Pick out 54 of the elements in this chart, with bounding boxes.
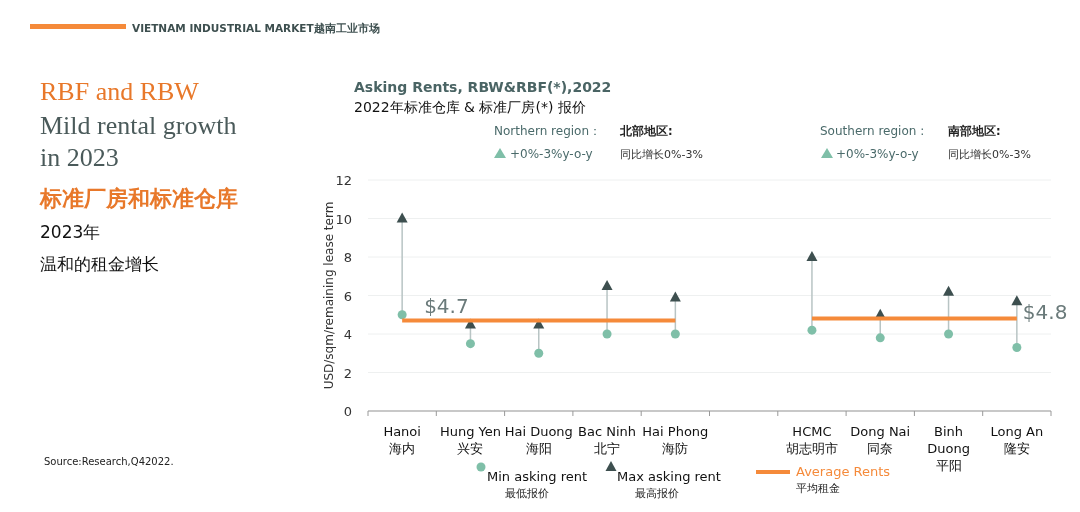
text: 温和的租金增长: [40, 254, 159, 274]
x-tick-label: Hai Phong 海防: [642, 424, 709, 456]
x-tick-label: Binh Duong 平阳: [927, 424, 970, 473]
y-axis-title: USD/sqm/remaining lease term: [322, 201, 336, 390]
text: Southern region :: [820, 124, 925, 138]
x-tick-label: Long An 隆安: [990, 424, 1044, 456]
chart-title: Asking Rents, RBW&RBF(*),2022: [354, 79, 612, 95]
annotation: $4.8: [1022, 299, 1068, 324]
annotation: $4.7: [424, 293, 469, 318]
y-tick-label: 10: [335, 211, 352, 227]
y-tick-label: 0: [343, 404, 352, 419]
x-tick-label: HCMC 胡志明市: [785, 424, 838, 456]
point: [1012, 342, 1022, 352]
point: [944, 329, 954, 339]
text: Average Rents 平均租金: [796, 464, 891, 495]
point: [670, 329, 680, 339]
text: 同比增长0%-3%: [620, 148, 703, 161]
text: 北部地区:: [619, 124, 673, 138]
point: [601, 279, 613, 290]
x-tick-label: Dong Nai 同奈: [850, 424, 911, 456]
point: [396, 212, 408, 223]
point: [602, 329, 612, 339]
text: +0%-3%y-o-y: [836, 147, 919, 161]
x-tick-label: Hung Yen 兴安: [439, 424, 501, 456]
point: [669, 291, 681, 302]
legend-label: Max asking rent 最高报价: [617, 469, 721, 500]
text: Northern region：: [494, 124, 602, 138]
text: +0%-3%y-o-y: [510, 147, 593, 161]
source-note: Source:Research,Q42022.: [44, 456, 174, 467]
point: [807, 325, 817, 335]
point: [943, 285, 955, 296]
text: 2023年: [40, 222, 101, 242]
point: [465, 339, 475, 349]
y-tick-label: 2: [343, 365, 352, 381]
x-tick-label: Hai Duong 海阳: [504, 424, 573, 456]
y-tick-label: 4: [343, 327, 352, 342]
x-tick-label: Hanoi 海内: [383, 424, 421, 456]
point: [875, 333, 885, 343]
y-tick-label: 12: [335, 173, 352, 188]
point: [1011, 295, 1023, 306]
x-tick-label: Bac Ninh 北宁: [578, 424, 637, 456]
point: [806, 251, 818, 261]
text: 南部地区:: [947, 124, 1001, 138]
text: 同比增长0%-3%: [948, 148, 1031, 161]
text: Mild rental growth in 2023: [40, 111, 237, 172]
y-tick-label: 6: [343, 288, 352, 304]
y-tick-label: 8: [343, 250, 352, 265]
point: [397, 310, 407, 320]
legend-label: Min asking rent 最低报价: [487, 469, 588, 500]
chart-subtitle: 2022年标准仓库 & 标准厂房(*) 报价: [354, 99, 586, 115]
text: RBF and RBW: [40, 77, 200, 106]
text: 标准厂房和标准仓库: [39, 186, 238, 211]
point: [534, 348, 544, 358]
text: VIETNAM INDUSTRIAL MARKET越南工业市场: [132, 22, 380, 34]
